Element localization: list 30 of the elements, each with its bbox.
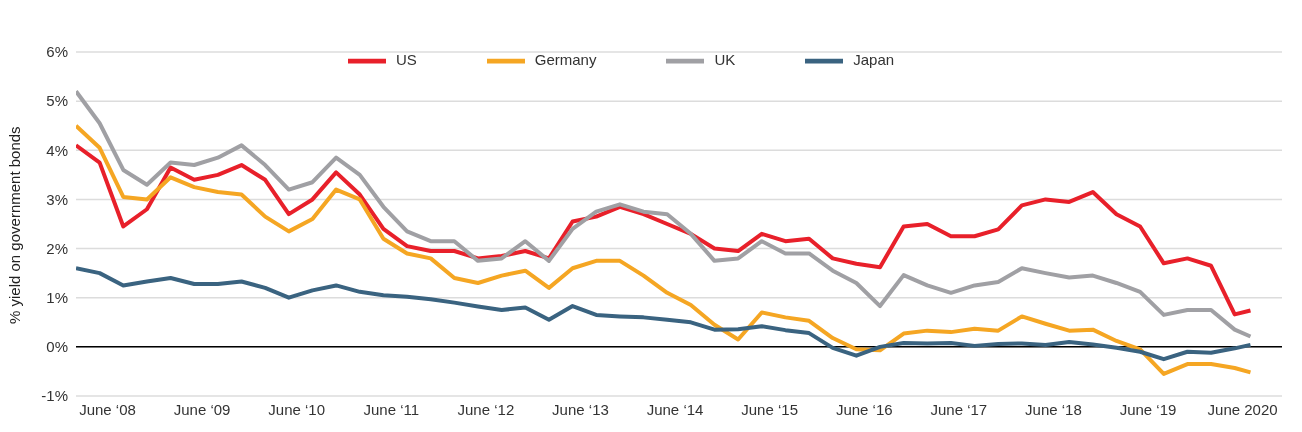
legend-label: Japan xyxy=(853,50,895,68)
y-tick-label: 4% xyxy=(46,141,68,159)
line-series xyxy=(76,266,1253,362)
y-tick-label: 1% xyxy=(46,289,68,307)
line-series xyxy=(76,89,1253,339)
x-tick-label: June ‘18 xyxy=(1025,400,1082,418)
y-tick-label: -1% xyxy=(41,387,68,405)
line-series xyxy=(76,123,1253,376)
y-tick-label: 0% xyxy=(46,338,68,356)
y-tick-label: 2% xyxy=(46,239,68,257)
line-series xyxy=(76,143,1253,317)
y-tick-label: 3% xyxy=(46,190,68,208)
x-tick-label: June ‘11 xyxy=(363,400,420,418)
y-axis-title: % yield on government bonds xyxy=(6,126,24,324)
x-tick-label: June ‘15 xyxy=(741,400,799,418)
x-tick-label: June ‘12 xyxy=(457,400,515,418)
x-tick-label: June 2020 xyxy=(1207,400,1278,418)
x-tick-label: June ‘14 xyxy=(646,400,704,418)
x-tick-label: June ‘17 xyxy=(930,400,988,418)
y-tick-label: 5% xyxy=(46,92,68,110)
x-tick-label: June ‘09 xyxy=(173,400,231,418)
legend-label: Germany xyxy=(534,50,597,68)
x-tick-label: June ‘16 xyxy=(835,400,893,418)
x-tick-label: June ‘19 xyxy=(1119,400,1177,418)
y-tick-label: 6% xyxy=(46,43,68,61)
legend-label: US xyxy=(395,50,417,68)
x-tick-label: June ‘10 xyxy=(268,400,326,418)
x-tick-label: June ‘13 xyxy=(552,400,609,418)
legend-label: UK xyxy=(714,50,736,68)
x-tick-label: June ‘08 xyxy=(79,400,136,418)
